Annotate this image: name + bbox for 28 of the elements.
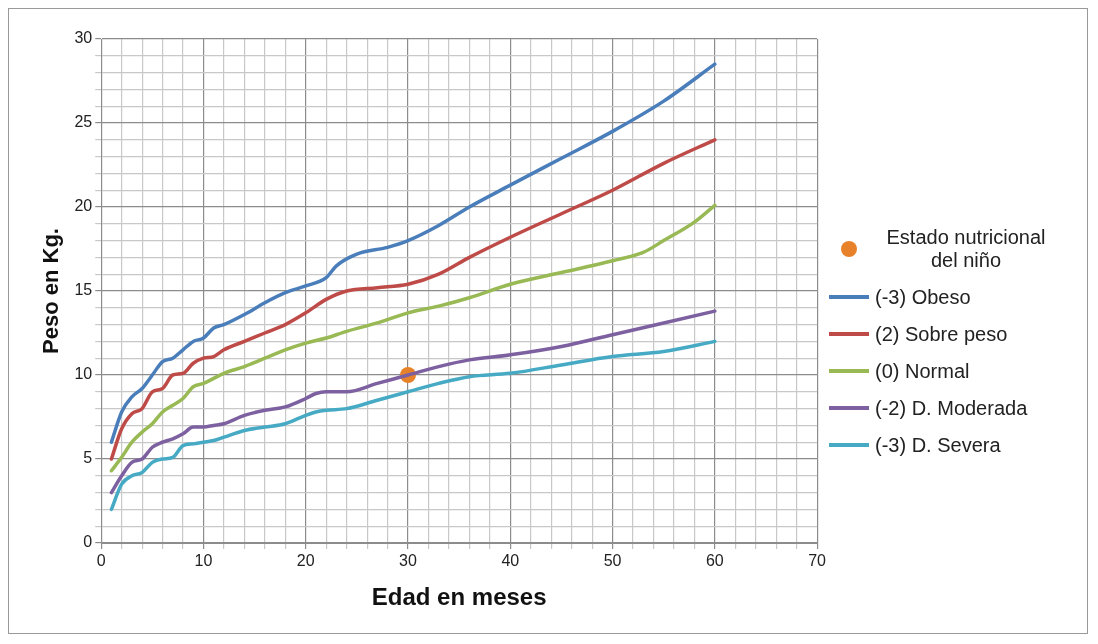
line-series: [109, 138, 717, 461]
legend-label: (-3) D. Severa: [875, 433, 1001, 457]
x-axis-title: Edad en meses: [371, 583, 547, 611]
x-tick-label: 50: [603, 552, 622, 570]
legend-label: (2) Sobre peso: [875, 322, 1008, 346]
y-tick-label: 25: [74, 113, 93, 131]
legend-label: (0) Normal: [875, 359, 970, 383]
line-series: [109, 339, 717, 512]
x-tick-label: 20: [296, 552, 315, 570]
y-axis-title: Peso en Kg.: [38, 228, 64, 354]
line-series: [109, 309, 717, 495]
x-tick-label: 40: [501, 552, 520, 570]
legend-label: Estado nutricional del niño: [885, 225, 1047, 272]
x-tick-label: 60: [705, 552, 724, 570]
y-tick-label: 0: [83, 533, 93, 551]
legend-label: (-3) Obeso: [875, 285, 971, 309]
x-tick-label: 30: [399, 552, 418, 570]
x-tick-label: 10: [194, 552, 213, 570]
legend-label: (-2) D. Moderada: [875, 396, 1028, 420]
y-tick-label: 15: [74, 281, 93, 299]
y-tick-label: 10: [74, 365, 93, 383]
x-tick-label: 70: [808, 552, 827, 570]
line-series: [109, 62, 717, 444]
line-series: [109, 203, 717, 473]
y-tick-label: 5: [83, 449, 93, 467]
y-tick-label: 20: [74, 197, 93, 215]
y-tick-label: 30: [74, 29, 93, 47]
x-tick-label: 0: [96, 552, 106, 570]
